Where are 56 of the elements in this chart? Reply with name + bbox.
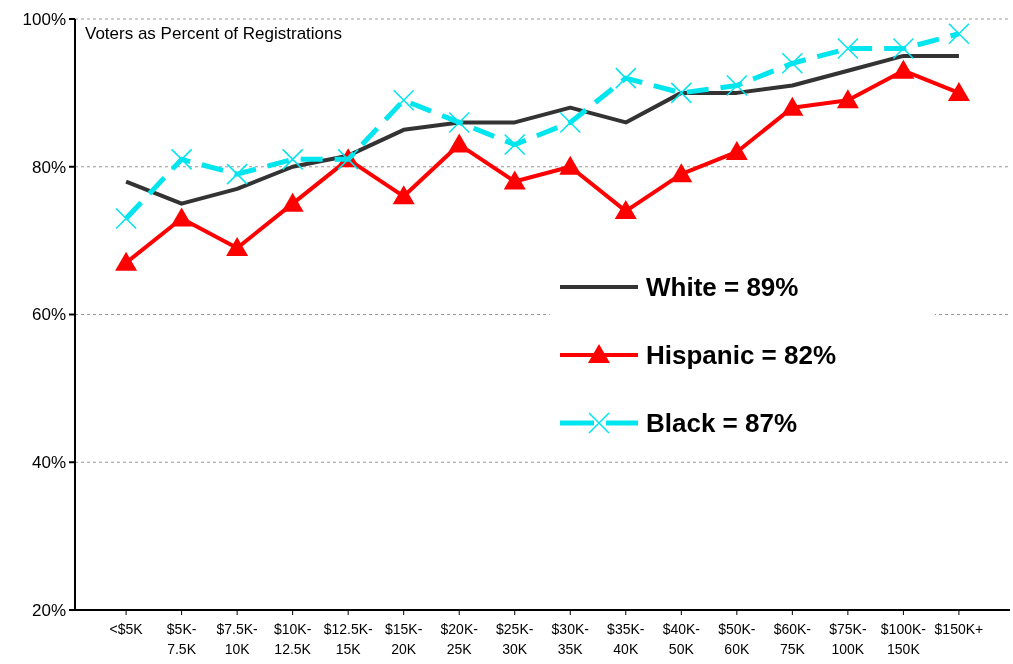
point xyxy=(892,59,915,79)
y-tick-label: 80% xyxy=(31,157,66,177)
x-tick-label: $60K- 75K xyxy=(773,621,812,657)
point xyxy=(836,89,859,109)
x-tick-label: $12.5K- 15K xyxy=(323,621,374,657)
point xyxy=(725,140,748,160)
point xyxy=(448,133,471,153)
legend-label: Hispanic = 82% xyxy=(646,340,837,371)
point xyxy=(892,37,915,60)
x-tick-label: $5K- 7.5K xyxy=(166,621,197,657)
x-tick-label: <$5K xyxy=(109,621,144,637)
x-tick-label: $25K- 30K xyxy=(496,621,534,657)
point xyxy=(392,89,415,112)
point xyxy=(670,82,693,104)
point xyxy=(947,81,970,101)
point xyxy=(559,111,582,134)
point xyxy=(281,192,304,212)
x-tick-label: $10K- 12.5K xyxy=(273,621,312,657)
x-tick-label: $7.5K- 10K xyxy=(216,621,259,657)
x-tick-label: $35K- 40K xyxy=(607,621,645,657)
chart-title: Voters as Percent of Registrations xyxy=(85,24,343,43)
point xyxy=(115,207,137,230)
point xyxy=(226,237,249,257)
point xyxy=(503,170,526,190)
point xyxy=(837,37,859,60)
point xyxy=(726,74,748,97)
x-tick-label: $40K- 50K xyxy=(662,621,701,657)
point xyxy=(170,148,193,171)
y-tick-label: 60% xyxy=(31,305,66,325)
point xyxy=(614,200,637,220)
point xyxy=(948,23,970,45)
point xyxy=(781,96,804,116)
point xyxy=(170,207,193,227)
y-tick-label: 40% xyxy=(31,453,66,473)
x-tick-label: $50K- 60K xyxy=(718,621,756,657)
x-tick-label: $100K- 150K xyxy=(880,621,927,657)
point xyxy=(503,133,526,156)
point xyxy=(670,163,693,183)
point xyxy=(281,148,304,171)
point xyxy=(781,52,804,75)
point xyxy=(559,155,582,175)
point xyxy=(226,163,248,185)
x-tick-label: $15K- 20K xyxy=(385,621,423,657)
line-series xyxy=(124,53,961,206)
legend-label: Black = 87% xyxy=(646,408,798,439)
point xyxy=(115,251,138,271)
x-tick-label: $150K+ xyxy=(934,621,984,637)
y-tick-label: 20% xyxy=(31,600,66,620)
x-tick-label: $20K- 25K xyxy=(440,621,479,657)
point xyxy=(448,111,470,134)
x-tick-label: $75K- 100K xyxy=(829,621,867,657)
y-tick-label: 100% xyxy=(22,9,66,29)
x-tick-label: $30K- 35K xyxy=(551,621,590,657)
legend-label: White = 89% xyxy=(646,272,799,303)
point xyxy=(615,67,637,89)
point xyxy=(392,185,415,205)
